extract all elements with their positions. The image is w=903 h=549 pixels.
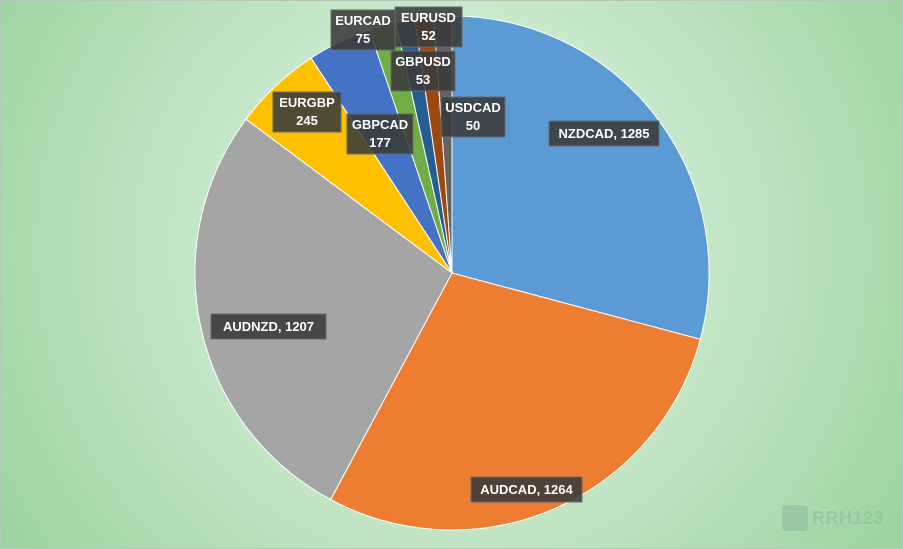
data-label-gbpcad: GBPCAD 177 bbox=[346, 113, 414, 155]
pie-slices bbox=[194, 15, 710, 531]
data-label-nzdcad: NZDCAD, 1285 bbox=[548, 120, 660, 147]
data-label-line-1-eurgbp: EURGBP bbox=[279, 95, 335, 110]
data-label-line-1-nzdcad: NZDCAD, 1285 bbox=[558, 126, 649, 141]
data-label-box-gbpusd bbox=[390, 50, 456, 92]
data-label-box-usdcad bbox=[440, 96, 506, 138]
data-label-text-gbpusd: GBPUSD 53 bbox=[395, 54, 451, 87]
data-label-usdcad: USDCAD 50 bbox=[440, 96, 506, 138]
data-label-line-1-usdcad: USDCAD bbox=[445, 100, 501, 115]
data-label-line-1-audcad: AUDCAD, 1264 bbox=[480, 482, 573, 497]
data-label-text-audnzd: AUDNZD, 1207 bbox=[223, 319, 314, 334]
data-label-line-2-usdcad: 50 bbox=[466, 118, 480, 133]
pie-data-labels: NZDCAD, 1285 AUDCAD, 1264 AUDNZD, 1207 EURG… bbox=[210, 6, 660, 503]
data-label-eurcad: EURCAD 75 bbox=[330, 9, 396, 51]
pie-slice-audnzd bbox=[194, 118, 453, 501]
data-label-audnzd: AUDNZD, 1207 bbox=[210, 313, 327, 340]
data-label-line-2-eurgbp: 245 bbox=[296, 113, 318, 128]
data-label-box-eurgbp bbox=[272, 91, 342, 133]
data-label-line-2-eurcad: 75 bbox=[356, 31, 370, 46]
data-label-line-1-gbpcad: GBPCAD bbox=[352, 117, 408, 132]
data-label-eurusd: EURUSD 52 bbox=[394, 6, 463, 48]
data-label-line-1-eurusd: EURUSD bbox=[401, 10, 456, 25]
data-label-text-gbpcad: GBPCAD 177 bbox=[352, 117, 408, 150]
data-label-text-eurgbp: EURGBP 245 bbox=[279, 95, 335, 128]
data-label-line-1-audnzd: AUDNZD, 1207 bbox=[223, 319, 314, 334]
data-label-line-2-gbpcad: 177 bbox=[369, 135, 391, 150]
data-label-box-gbpcad bbox=[346, 113, 414, 155]
data-label-text-usdcad: USDCAD 50 bbox=[445, 100, 501, 133]
data-label-line-2-eurusd: 52 bbox=[421, 28, 435, 43]
data-label-line-1-eurcad: EURCAD bbox=[335, 13, 391, 28]
data-label-box-nzdcad bbox=[548, 120, 660, 147]
data-label-line-1-gbpusd: GBPUSD bbox=[395, 54, 451, 69]
data-label-gbpusd: GBPUSD 53 bbox=[390, 50, 456, 92]
data-label-text-nzdcad: NZDCAD, 1285 bbox=[558, 126, 649, 141]
data-label-eurgbp: EURGBP 245 bbox=[272, 91, 342, 133]
data-label-text-eurcad: EURCAD 75 bbox=[335, 13, 391, 46]
data-label-text-audcad: AUDCAD, 1264 bbox=[480, 482, 573, 497]
pie-slice-audcad bbox=[329, 272, 701, 531]
data-label-text-eurusd: EURUSD 52 bbox=[401, 10, 456, 43]
data-label-audcad: AUDCAD, 1264 bbox=[470, 476, 583, 503]
data-label-box-audnzd bbox=[210, 313, 327, 340]
pie-slice-nzdcad bbox=[451, 15, 710, 340]
data-label-box-audcad bbox=[470, 476, 583, 503]
data-label-line-2-gbpusd: 53 bbox=[416, 72, 430, 87]
data-label-box-eurusd bbox=[394, 6, 463, 48]
